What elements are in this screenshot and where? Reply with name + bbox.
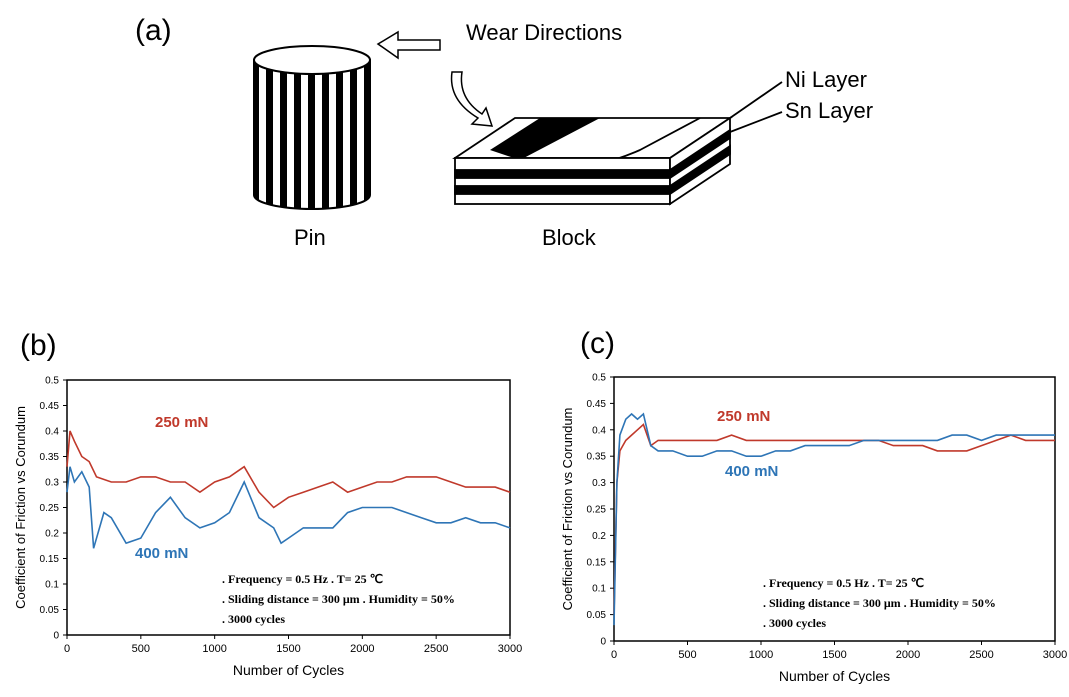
series-line-0 [66,430,511,509]
x-tick-label: 1000 [202,643,226,655]
x-tick-label: 2000 [896,649,920,661]
arrow-left-icon [376,30,441,60]
sn-layer-label: Sn Layer [785,98,873,123]
chart-c: 0 0.05 0.1 0.15 0.2 0.25 0.3 0.35 0.4 0.45 0.5 0 500… [560,373,1067,685]
x-axis-label: Number of Cycles [233,662,344,678]
annotation-text: . Sliding distance = 300 μm . Humidity =… [763,596,996,610]
series-label-1: 400 mN [135,545,188,562]
y-tick-label: 0 [53,631,59,642]
y-tick-label: 0 [600,637,606,648]
x-tick-label: 3000 [1043,649,1067,661]
annotation-text: . 3000 cycles [763,616,826,630]
annotation-text: . Sliding distance = 300 μm . Humidity =… [222,592,455,606]
x-axis-label: Number of Cycles [779,668,890,684]
chart-b: 0 0.05 0.1 0.15 0.2 0.25 0.3 0.35 0.4 0.45 0.5 0 500… [13,376,522,679]
pin-label: Pin [294,225,326,250]
y-tick-label: 0.1 [45,580,59,591]
y-tick-label: 0.4 [45,427,59,438]
annotation-text: . Frequency = 0.5 Hz . T= 25 ℃ [763,576,924,590]
x-tick-label: 1500 [822,649,846,661]
y-axis-label: Coefficient of Friction vs Corundum [560,408,575,611]
series-line-0 [613,423,1055,615]
series-label-0: 250 mN [155,414,208,431]
series-label-0: 250 mN [717,408,770,425]
annotation-text: . 3000 cycles [222,612,285,626]
annotation-text: . Frequency = 0.5 Hz . T= 25 ℃ [222,572,383,586]
x-tick-label: 2000 [350,643,374,655]
block-label: Block [542,225,597,250]
plot-area [613,376,1056,642]
series-label-1: 400 mN [725,463,778,480]
x-tick-label: 1000 [749,649,773,661]
series-line-1 [613,412,1055,626]
panel-a: (a) Pin Wear Directions [135,14,873,250]
y-tick-label: 0.25 [40,503,60,514]
y-tick-label: 0.05 [587,610,607,621]
panel-a-label: (a) [135,14,172,47]
y-tick-label: 0.5 [45,376,59,387]
x-tick-label: 1500 [276,643,300,655]
y-tick-label: 0.2 [45,529,59,540]
x-tick-label: 2500 [969,649,993,661]
y-tick-label: 0.15 [40,554,60,565]
y-tick-label: 0.45 [587,399,607,410]
y-tick-label: 0.05 [40,605,60,616]
y-tick-label: 0.3 [592,478,606,489]
y-axis-label: Coefficient of Friction vs Corundum [13,406,28,609]
y-tick-label: 0.35 [40,452,60,463]
y-tick-label: 0.4 [592,425,606,436]
panel-c-label: (c) [580,327,615,360]
y-tick-label: 0.3 [45,478,59,489]
ni-layer-label: Ni Layer [785,67,867,92]
x-tick-label: 500 [678,649,696,661]
x-tick-label: 2500 [424,643,448,655]
series-line-1 [66,466,511,549]
curved-arrow-icon [450,71,494,127]
y-tick-label: 0.2 [592,531,606,542]
x-tick-label: 0 [64,643,70,655]
x-tick-label: 3000 [498,643,522,655]
y-tick-label: 0.5 [592,373,606,384]
block-diagram [452,81,783,206]
y-tick-label: 0.15 [587,557,607,568]
x-tick-label: 0 [611,649,617,661]
y-tick-label: 0.35 [587,452,607,463]
y-tick-label: 0.25 [587,505,607,516]
y-tick-label: 0.1 [592,584,606,595]
plot-area [66,379,511,636]
x-tick-label: 500 [132,643,150,655]
panel-b-label: (b) [20,329,57,362]
y-tick-label: 0.45 [40,401,60,412]
wear-directions-label: Wear Directions [466,20,622,45]
pin-diagram [253,45,371,210]
